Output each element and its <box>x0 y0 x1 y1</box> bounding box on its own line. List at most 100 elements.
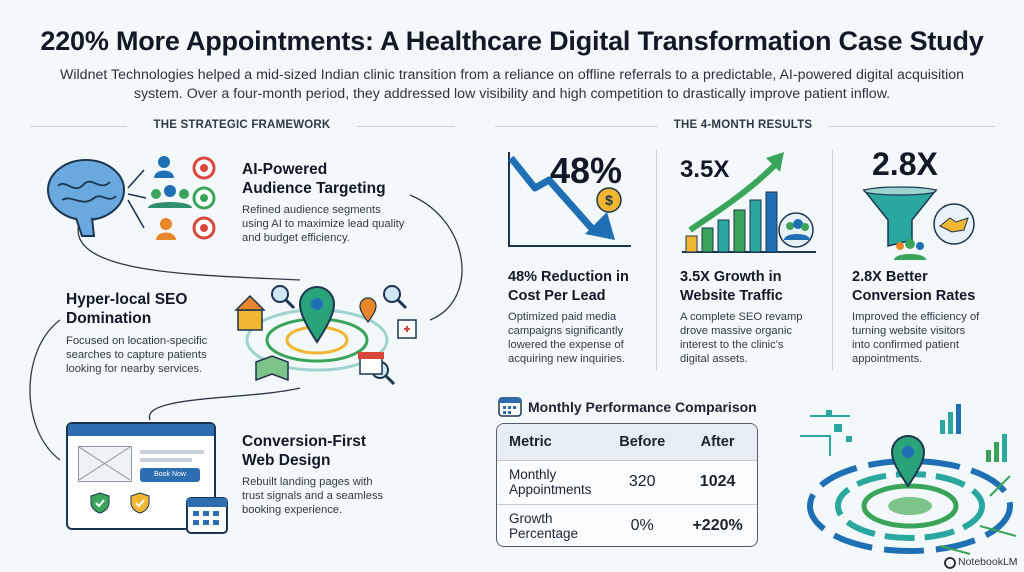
feature-desc-line: trust signals and a seamless <box>242 490 384 502</box>
book-now-button[interactable]: Book Now <box>140 468 200 482</box>
brain-icon <box>47 159 125 237</box>
text-line <box>140 450 204 454</box>
shop-icon <box>358 352 384 375</box>
location-pin-icon <box>298 286 336 344</box>
result-value: 48% <box>550 150 623 191</box>
result-desc-line: drove massive organic <box>680 325 792 337</box>
feature-title-line: Web Design <box>242 452 331 469</box>
metric-line: Growth <box>509 511 553 527</box>
result-desc-line: Optimized paid media <box>508 311 617 323</box>
card-divider <box>832 150 833 370</box>
result-desc-line: Improved the efficiency of <box>852 311 980 323</box>
bar-chart-icon <box>940 404 1007 462</box>
result-title: 2.8X Better Conversion Rates <box>852 268 975 306</box>
metric-line: Monthly <box>509 467 557 482</box>
before-cell: 320 <box>606 460 679 505</box>
feature-title-line: Conversion-First <box>242 433 367 450</box>
feature-title-line: Hyper-local SEO <box>66 291 188 308</box>
map-icon <box>255 355 289 382</box>
feature-description: Refined audience segments using AI to ma… <box>242 203 404 245</box>
after-cell: 1024 <box>678 460 757 505</box>
result-title: 48% Reduction in Cost Per Lead <box>508 268 629 306</box>
browser-title-bar <box>68 424 214 436</box>
growth-bar-chart-icon <box>682 152 816 253</box>
conversion-funnel-illustration <box>862 186 975 260</box>
feature-title-line: AI-Powered <box>242 161 328 178</box>
group-icon <box>778 212 814 248</box>
feature-title-line: Audience Targeting <box>242 180 386 197</box>
result-value: 3.5X <box>680 156 730 183</box>
feature-desc-line: searches to capture patients <box>66 349 207 361</box>
footer-brand: NotebookLM <box>958 556 1018 568</box>
feature-title: Conversion-First Web Design <box>242 432 366 470</box>
notebooklm-logo-icon <box>944 556 956 572</box>
result-title-line: Conversion Rates <box>852 288 976 304</box>
funnel-icon <box>862 186 938 247</box>
subtitle-line: Wildnet Technologies helped a mid-sized … <box>59 67 965 83</box>
feature-desc-line: booking experience. <box>242 504 343 516</box>
user-icon <box>154 156 174 178</box>
location-pin-icon <box>359 297 377 324</box>
column-header: After <box>678 424 757 461</box>
column-header: Before <box>606 424 679 461</box>
page-subtitle: Wildnet Technologies helped a mid-sized … <box>40 66 984 104</box>
result-description: A complete SEO revamp drove massive orga… <box>680 310 803 366</box>
group-icon <box>148 185 192 208</box>
feature-desc-line: Refined audience segments <box>242 204 381 216</box>
result-title-line: Cost Per Lead <box>508 288 606 304</box>
ai-brain-targeting-illustration <box>47 156 216 240</box>
card-divider <box>656 150 657 370</box>
result-desc-line: turning website visitors <box>852 325 966 337</box>
result-title-line: Website Traffic <box>680 288 783 304</box>
framework-section-label: THE STRATEGIC FRAMEWORK <box>127 119 357 131</box>
feature-desc-line: Focused on location-specific <box>66 335 208 347</box>
feature-title: Hyper-local SEO Domination <box>66 290 187 328</box>
result-value: 2.8X <box>872 146 938 182</box>
result-desc-line: campaigns significantly <box>508 325 624 337</box>
local-seo-map-illustration <box>234 285 417 386</box>
handshake-icon <box>933 203 975 245</box>
column-header: Metric <box>497 424 607 461</box>
result-desc-line: A complete SEO revamp <box>680 311 803 323</box>
circuit-node-icon <box>826 410 852 442</box>
hospital-icon <box>397 319 417 339</box>
user-icon <box>156 218 176 240</box>
result-desc-line: acquiring new inquiries. <box>508 353 625 365</box>
result-description: Optimized paid media campaigns significa… <box>508 310 625 366</box>
feature-desc-line: using AI to maximize lead quality <box>242 218 405 230</box>
page-title: 220% More Appointments: A Healthcare Dig… <box>40 26 984 56</box>
data-radar-illustration <box>800 404 1017 555</box>
result-desc-line: appointments. <box>852 353 923 365</box>
result-title-line: 2.8X Better <box>852 269 928 285</box>
comparison-title: Monthly Performance Comparison <box>528 399 757 415</box>
metric-cell: Growth Percentage <box>497 504 606 546</box>
svg-text:$: $ <box>605 192 613 208</box>
result-title-line: 48% Reduction in <box>508 269 629 285</box>
before-cell: 0% <box>630 517 654 535</box>
browser-window-illustration: Book Now <box>66 422 216 530</box>
metric-cell: Monthly Appointments <box>497 460 607 505</box>
table-header-row: Metric Before After <box>497 424 757 461</box>
result-desc-line: lowered the expense of <box>508 339 624 351</box>
feature-title-line: Domination <box>66 310 152 327</box>
result-desc-line: into confirmed patient <box>852 339 959 351</box>
metric-line: Percentage <box>509 526 579 542</box>
feature-desc-line: looking for nearby services. <box>66 363 203 375</box>
dollar-coin-icon: $ <box>596 187 622 213</box>
comparison-table: Metric Before After Monthly Appointments… <box>496 423 758 547</box>
after-cell: +220% <box>692 517 743 535</box>
location-pin-icon <box>890 435 926 488</box>
feature-description: Focused on location-specific searches to… <box>66 334 207 376</box>
calendar-icon <box>498 395 522 422</box>
result-desc-line: interest to the clinic's <box>680 339 784 351</box>
result-description: Improved the efficiency of turning websi… <box>852 310 979 366</box>
group-icon <box>894 239 926 260</box>
table-row: Growth Percentage 0% +220% <box>497 504 757 546</box>
result-title: 3.5X Growth in Website Traffic <box>680 268 783 306</box>
result-title-line: 3.5X Growth in <box>680 269 782 285</box>
shield-check-icon <box>130 492 150 519</box>
image-placeholder-icon <box>78 446 132 482</box>
feature-title: AI-Powered Audience Targeting <box>242 160 386 198</box>
subtitle-line: system. Over a four-month period, they a… <box>133 86 891 102</box>
feature-description: Rebuilt landing pages with trust signals… <box>242 475 383 517</box>
